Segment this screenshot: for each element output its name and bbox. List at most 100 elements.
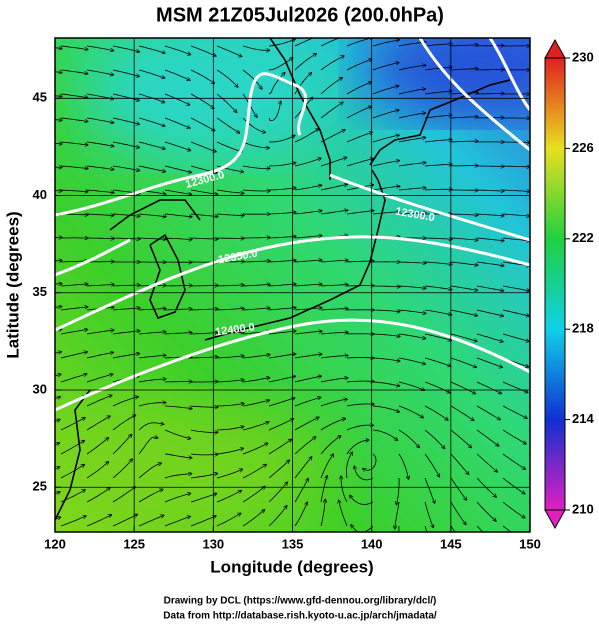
coast <box>204 169 386 341</box>
streamline <box>372 110 399 119</box>
streamline <box>502 166 530 167</box>
streamline <box>294 437 316 455</box>
streamline <box>476 285 504 291</box>
streamline <box>502 429 526 444</box>
streamline <box>398 453 409 479</box>
streamline <box>87 238 114 239</box>
streamline <box>268 212 296 214</box>
streamline <box>294 38 320 47</box>
streamline <box>86 438 109 455</box>
streamline <box>216 513 241 527</box>
streamline <box>243 237 270 238</box>
y-tick-label: 35 <box>33 284 47 299</box>
streamline <box>372 161 399 167</box>
streamline <box>164 117 190 128</box>
streamline <box>424 261 452 264</box>
streamline <box>138 309 166 311</box>
streamline <box>138 141 165 149</box>
streamline <box>294 54 316 71</box>
streamline <box>164 45 191 55</box>
streamline <box>502 525 512 532</box>
streamline <box>294 417 319 431</box>
streamline <box>294 158 321 167</box>
streamline <box>138 515 164 527</box>
streamline <box>320 476 327 503</box>
streamline <box>268 39 295 47</box>
streamline <box>55 166 62 168</box>
contours <box>55 38 530 412</box>
streamline <box>60 441 84 455</box>
streamline <box>216 427 244 431</box>
streamline <box>450 405 474 421</box>
streamline <box>320 454 333 479</box>
streamline <box>216 117 240 133</box>
streamline <box>424 67 452 71</box>
streamline <box>424 140 452 143</box>
streamline <box>268 163 296 167</box>
contour <box>55 238 131 277</box>
streamline <box>476 405 500 420</box>
streamline <box>320 285 348 286</box>
streamline <box>216 380 244 383</box>
streamline <box>55 190 62 191</box>
streamline <box>320 355 348 359</box>
streamline <box>216 404 244 407</box>
streamline <box>450 477 467 500</box>
contour <box>488 38 530 111</box>
streamline <box>424 405 448 420</box>
streamline <box>346 440 369 455</box>
streamline <box>190 69 214 84</box>
streamline <box>268 354 296 359</box>
streamline <box>320 419 345 431</box>
contour <box>329 173 530 242</box>
streamline <box>502 285 530 291</box>
streamline <box>55 397 60 406</box>
x-tick-label: 145 <box>440 536 462 551</box>
streamline <box>269 135 295 143</box>
streamline <box>164 474 192 479</box>
streamline <box>398 188 426 191</box>
streamline <box>242 378 270 383</box>
streamline <box>476 525 484 532</box>
streamline <box>268 439 292 455</box>
streamline <box>397 477 400 505</box>
contour <box>55 72 308 217</box>
streamline <box>242 510 265 527</box>
contour-label: 12400.0 <box>214 321 255 338</box>
streamline <box>60 190 88 192</box>
field-blob <box>55 400 330 532</box>
streamline <box>86 395 112 407</box>
streamline <box>190 141 216 152</box>
streamline <box>55 237 62 238</box>
field-blob <box>360 38 530 120</box>
streamline <box>138 403 166 407</box>
y-tick-label: 25 <box>33 479 47 494</box>
x-tick-label: 130 <box>202 536 224 551</box>
streamline <box>138 69 165 78</box>
streamline <box>60 45 88 50</box>
streamline <box>476 190 504 191</box>
streamline <box>320 56 344 71</box>
streamline <box>346 404 374 407</box>
streamline <box>372 333 400 336</box>
streamline <box>450 45 478 46</box>
streamline <box>55 492 60 502</box>
streamline <box>138 165 165 172</box>
streamline <box>138 117 165 126</box>
streamline <box>476 453 497 472</box>
streamline <box>294 185 322 191</box>
x-tick-label: 140 <box>361 536 383 551</box>
streamline <box>55 307 62 311</box>
streamline <box>55 352 61 358</box>
streamline <box>450 214 478 215</box>
streamline <box>372 429 398 440</box>
streamline <box>450 525 456 532</box>
streamline <box>502 381 528 393</box>
streamline <box>55 284 62 286</box>
streamline <box>346 82 371 95</box>
streamline <box>164 286 192 287</box>
streamline <box>398 357 425 364</box>
streamline <box>268 101 281 122</box>
streamline <box>373 286 400 287</box>
streamline <box>476 477 496 497</box>
